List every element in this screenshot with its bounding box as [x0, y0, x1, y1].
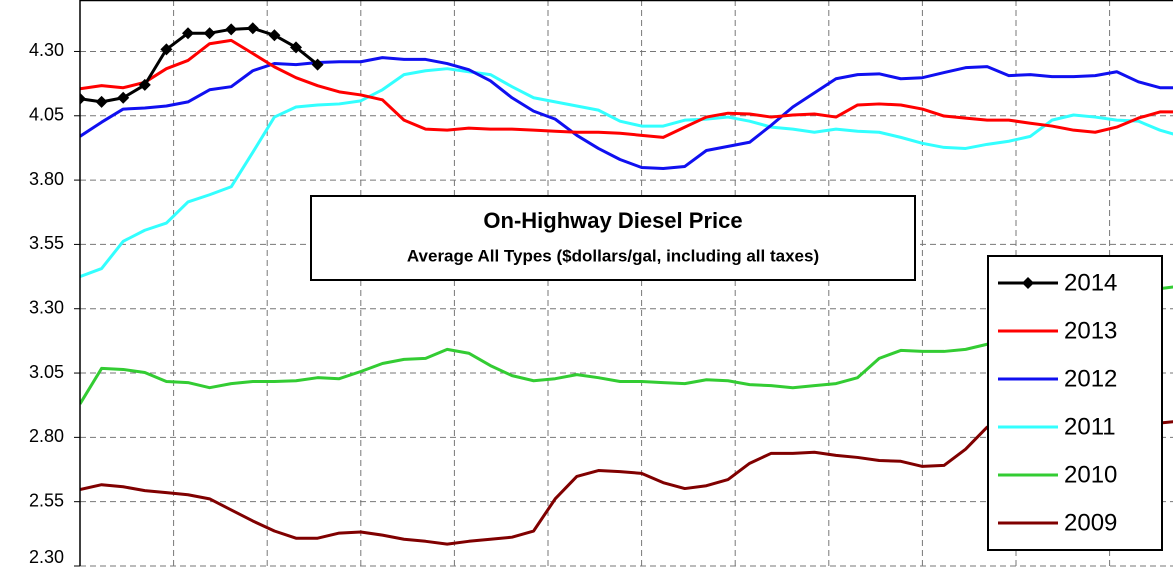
marker [203, 27, 216, 40]
chart-title: On-Highway Diesel Price [483, 208, 742, 233]
y-tick-label: 3.80 [29, 169, 64, 189]
series-line [80, 56, 1173, 171]
y-tick-label: 2.80 [29, 426, 64, 446]
y-tick-label: 2.30 [29, 547, 64, 567]
legend: 2014 2013 2012 2011 2010 2009 [987, 255, 1163, 551]
y-tick-label: 3.30 [29, 297, 64, 317]
marker [246, 22, 259, 35]
y-tick-label: 4.30 [29, 40, 64, 60]
legend-label: 2012 [1064, 365, 1117, 392]
y-tick-label: 3.05 [29, 362, 64, 382]
series-line [80, 38, 1173, 139]
marker [182, 27, 194, 40]
legend-marker [1022, 277, 1034, 289]
series-line [80, 67, 1173, 278]
title-frame [310, 195, 916, 281]
legend-frame [987, 255, 1163, 551]
title-box: On-Highway Diesel Price Average All Type… [310, 195, 916, 281]
marker [311, 58, 324, 71]
plot-area [80, 22, 1173, 546]
legend-label: 2014 [1064, 269, 1117, 296]
legend-label: 2011 [1064, 413, 1116, 440]
y-tick-label: 2.55 [29, 490, 64, 510]
marker [138, 78, 151, 91]
legend-label: 2013 [1064, 317, 1117, 344]
chart-subtitle: Average All Types ($dollars/gal, includi… [407, 246, 819, 265]
marker [290, 41, 302, 54]
marker [160, 43, 173, 56]
marker [225, 23, 238, 36]
legend-label: 2009 [1064, 509, 1117, 536]
y-tick-label: 3.55 [29, 233, 64, 253]
y-tick-label: 4.05 [29, 105, 64, 125]
marker [80, 92, 86, 105]
legend-label: 2010 [1064, 461, 1117, 488]
marker [117, 91, 130, 104]
marker [268, 29, 281, 42]
marker [95, 95, 108, 108]
